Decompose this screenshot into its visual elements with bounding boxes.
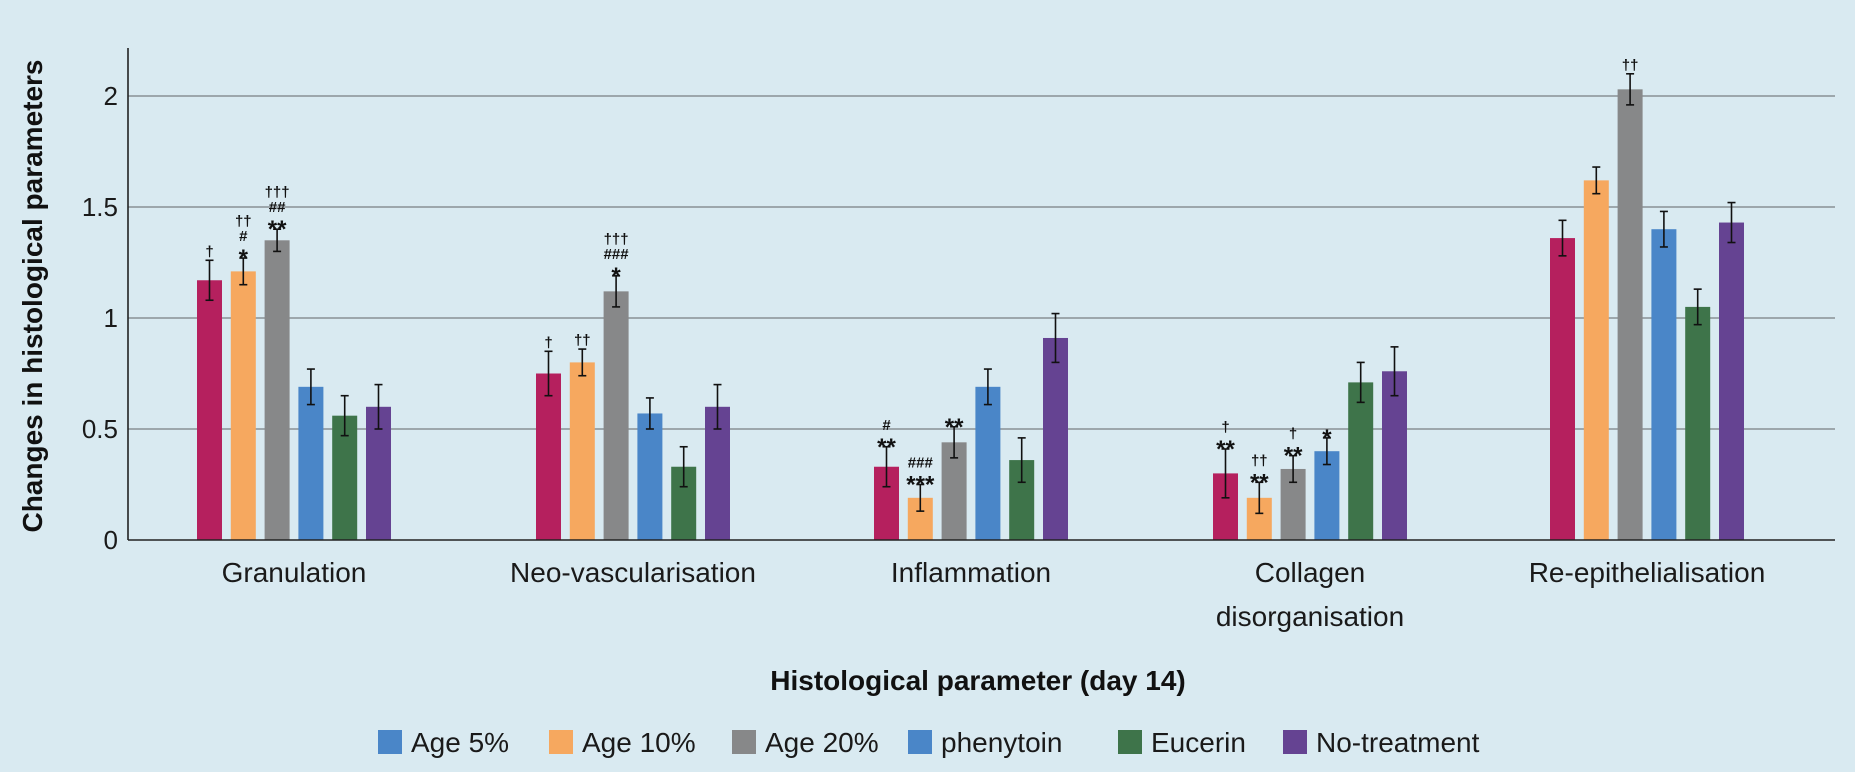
significance-mark: † <box>544 334 552 351</box>
legend-label: Age 10% <box>582 727 696 758</box>
significance-mark: †† <box>1251 452 1268 469</box>
category-label: Neo-vascularisation <box>510 557 756 588</box>
bar <box>975 386 1001 540</box>
category-label: disorganisation <box>1216 601 1404 632</box>
significance-mark: † <box>205 243 213 260</box>
significance-mark: † <box>1221 419 1229 436</box>
y-tick-labels: 0 0.5 1 1.5 2 <box>82 81 118 555</box>
legend-swatch <box>732 730 756 754</box>
y-tick-label: 2 <box>104 81 118 111</box>
significance-mark: * <box>1322 425 1332 452</box>
bar <box>1382 371 1407 540</box>
bar <box>1550 238 1575 540</box>
significance-mark: † <box>1289 426 1297 443</box>
significance-mark: †† <box>1622 57 1639 74</box>
bar <box>1617 89 1643 540</box>
bar <box>1314 451 1340 540</box>
bar <box>603 291 629 540</box>
bar <box>637 413 663 540</box>
category-label: Granulation <box>222 557 367 588</box>
significance-mark: ### <box>908 455 934 472</box>
error-bars <box>205 73 1736 515</box>
significance-mark: *** <box>906 472 935 499</box>
legend-swatch <box>1283 730 1307 754</box>
x-axis-title: Histological parameter (day 14) <box>770 665 1185 696</box>
bar <box>1651 229 1677 540</box>
significance-mark: ## <box>269 199 286 216</box>
significance-mark: # <box>239 228 248 245</box>
y-tick-label: 1.5 <box>82 192 118 222</box>
category-label: Collagen <box>1255 557 1366 588</box>
legend-swatch <box>549 730 573 754</box>
legend-swatch <box>378 730 402 754</box>
category-labels: Granulation Neo-vascularisation Inflammati… <box>222 557 1766 632</box>
significance-mark: ††† <box>265 184 290 201</box>
bar <box>536 373 561 540</box>
significance-mark: ** <box>268 216 287 243</box>
y-axis-title: Changes in histological parameters <box>17 59 48 532</box>
legend-label: phenytoin <box>941 727 1062 758</box>
y-tick-label: 1 <box>104 303 118 333</box>
bar <box>264 240 290 541</box>
significance-mark: ** <box>877 434 896 461</box>
legend-swatch <box>1118 730 1142 754</box>
bar <box>1043 337 1068 540</box>
significance-mark: †† <box>574 332 591 349</box>
bar <box>1583 180 1609 541</box>
axes <box>127 48 1835 541</box>
significance-annotations: ††**#**†*#††††***###**††**##†††*###†††**… <box>205 57 1638 499</box>
gridlines <box>128 95 1835 430</box>
significance-mark: ** <box>945 414 964 441</box>
significance-mark: ### <box>604 246 630 263</box>
bar <box>1685 306 1711 540</box>
legend-label: Age 5% <box>411 727 509 758</box>
bar <box>197 280 222 540</box>
significance-mark: ** <box>1216 436 1235 463</box>
bar <box>1719 222 1744 541</box>
legend-label: No-treatment <box>1316 727 1480 758</box>
significance-mark: ** <box>1250 469 1269 496</box>
y-tick-label: 0.5 <box>82 414 118 444</box>
legend-label: Eucerin <box>1151 727 1246 758</box>
bar <box>230 271 256 540</box>
category-label: Re-epithelialisation <box>1529 557 1766 588</box>
y-tick-label: 0 <box>104 525 118 555</box>
significance-mark: ††† <box>604 231 629 248</box>
bars <box>197 89 1744 541</box>
legend-swatch <box>908 730 932 754</box>
bar <box>298 386 324 540</box>
bar <box>1348 382 1374 540</box>
significance-mark: # <box>882 417 891 434</box>
significance-mark: * <box>239 245 249 272</box>
category-label: Inflammation <box>891 557 1051 588</box>
significance-mark: * <box>611 263 621 290</box>
significance-mark: ** <box>1284 443 1303 470</box>
legend-label: Age 20% <box>765 727 879 758</box>
legend: Age 5% Age 10% Age 20% phenytoin Eucerin No-t… <box>378 727 1480 758</box>
bar <box>569 362 595 540</box>
significance-mark: †† <box>235 213 252 230</box>
